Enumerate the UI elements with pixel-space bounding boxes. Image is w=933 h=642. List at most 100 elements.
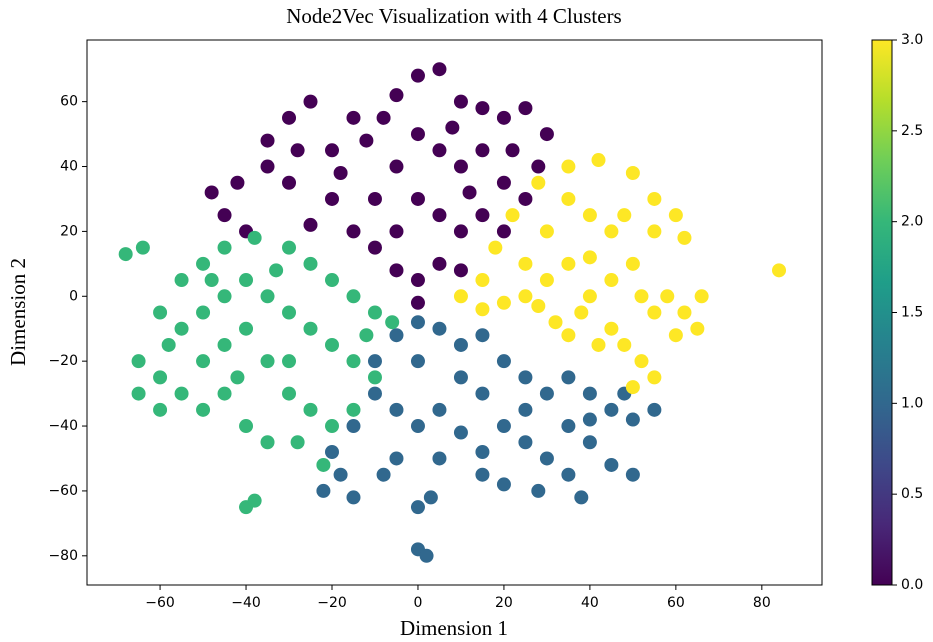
scatter-point <box>346 224 361 239</box>
scatter-point <box>561 419 576 434</box>
x-tick-label: 20 <box>495 595 513 611</box>
scatter-point <box>505 143 520 158</box>
scatter-point <box>376 110 391 125</box>
scatter-point <box>282 240 297 255</box>
scatter-point <box>475 467 490 482</box>
scatter-point <box>410 273 425 288</box>
scatter-point <box>389 224 404 239</box>
y-tick-label: −20 <box>48 353 78 369</box>
scatter-point <box>419 548 434 563</box>
scatter-point <box>582 250 597 265</box>
y-tick-label: −60 <box>48 483 78 499</box>
scatter-point <box>282 175 297 190</box>
scatter-point <box>376 467 391 482</box>
scatter-point <box>282 110 297 125</box>
scatter-point <box>316 483 331 498</box>
scatter-point <box>518 191 533 206</box>
scatter-point <box>325 444 339 459</box>
scatter-point <box>531 483 546 498</box>
scatter-point <box>410 127 425 142</box>
scatter-point <box>230 175 245 190</box>
scatter-point <box>432 402 447 417</box>
plot-frame <box>86 39 823 586</box>
scatter-point <box>488 240 503 255</box>
scatter-point <box>475 208 490 223</box>
scatter-point <box>389 159 404 174</box>
scatter-point <box>346 419 361 434</box>
scatter-point <box>325 191 339 206</box>
scatter-point <box>410 295 425 310</box>
scatter-point <box>496 175 511 190</box>
scatter-point <box>604 402 619 417</box>
scatter-point <box>617 337 632 352</box>
scatter-point <box>367 305 382 320</box>
scatter-point <box>475 143 490 158</box>
scatter-point <box>217 337 232 352</box>
scatter-point <box>582 435 597 450</box>
scatter-point <box>204 273 219 288</box>
scatter-point <box>247 493 262 508</box>
scatter-point <box>367 386 382 401</box>
scatter-point <box>432 256 447 271</box>
scatter-point <box>333 166 348 181</box>
scatter-point <box>118 247 133 262</box>
scatter-point <box>677 230 692 245</box>
scatter-point <box>174 273 189 288</box>
scatter-point <box>690 321 705 336</box>
scatter-point <box>604 457 619 472</box>
scatter-point <box>196 256 211 271</box>
scatter-point <box>496 354 511 369</box>
scatter-point <box>410 500 425 515</box>
scatter-point <box>131 354 146 369</box>
scatter-point <box>668 328 683 343</box>
y-tick-label: 0 <box>69 288 78 304</box>
scatter-point <box>647 370 662 385</box>
scatter-point <box>582 412 597 427</box>
colorbar-tick-label: 1.5 <box>901 305 923 321</box>
scatter-point <box>625 256 640 271</box>
x-tick-label: 0 <box>414 595 423 611</box>
scatter-point <box>367 240 382 255</box>
scatter-point <box>303 321 318 336</box>
scatter-point <box>518 402 533 417</box>
scatter-point <box>410 191 425 206</box>
scatter-point <box>772 263 787 278</box>
scatter-point <box>574 490 589 505</box>
scatter-point <box>346 490 361 505</box>
scatter-point <box>453 94 468 109</box>
x-tick-label: 60 <box>667 595 685 611</box>
scatter-point <box>196 305 211 320</box>
scatter-point <box>647 305 662 320</box>
scatter-point <box>453 263 468 278</box>
scatter-point <box>135 240 150 255</box>
scatter-point <box>161 337 176 352</box>
scatter-point <box>625 467 640 482</box>
scatter-point <box>475 273 490 288</box>
scatter-point <box>260 133 275 148</box>
scatter-point <box>561 256 576 271</box>
scatter-point <box>496 419 511 434</box>
colorbar <box>871 39 893 586</box>
scatter-point <box>582 289 597 304</box>
scatter-point <box>518 435 533 450</box>
scatter-point <box>591 153 606 168</box>
scatter-point <box>153 402 168 417</box>
scatter-point <box>475 444 490 459</box>
scatter-point <box>496 110 511 125</box>
y-tick-label: −40 <box>48 418 78 434</box>
scatter-point <box>269 263 284 278</box>
scatter-point <box>634 354 649 369</box>
scatter-point <box>325 337 339 352</box>
scatter-point <box>453 159 468 174</box>
scatter-point <box>410 354 425 369</box>
scatter-point <box>217 386 232 401</box>
scatter-point <box>325 143 339 158</box>
scatter-point <box>239 273 254 288</box>
scatter-point <box>475 101 490 116</box>
scatter-point <box>561 370 576 385</box>
scatter-point <box>574 305 589 320</box>
scatter-point <box>539 451 554 466</box>
scatter-point <box>325 273 339 288</box>
scatter-point <box>453 224 468 239</box>
scatter-point <box>582 208 597 223</box>
